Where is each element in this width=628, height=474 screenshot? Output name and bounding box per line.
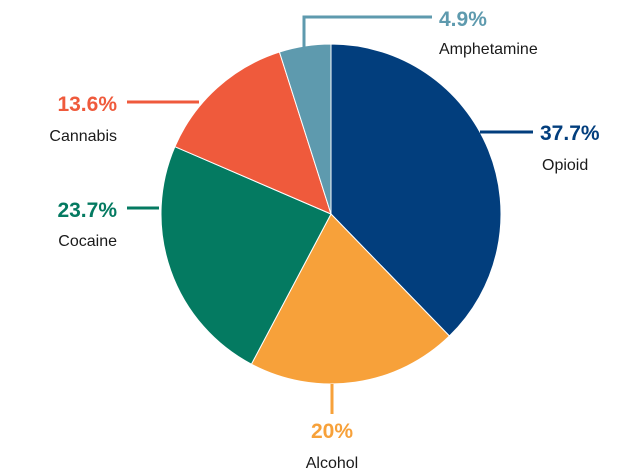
- alcohol-name-label: Alcohol: [306, 455, 358, 472]
- cannabis-percent-label: 13.6%: [57, 93, 117, 116]
- alcohol-percent-label: 20%: [311, 420, 353, 443]
- amphetamine-leader-line: [302, 15, 432, 47]
- pie-slices: [160, 43, 502, 385]
- leader-lines: [127, 15, 533, 414]
- opioid-slice: [330, 43, 502, 337]
- cocaine-percent-label: 23.7%: [57, 199, 117, 222]
- opioid-name-label: Opioid: [542, 157, 588, 174]
- cocaine-slice: [160, 146, 332, 365]
- amphetamine-name-label: Amphetamine: [439, 41, 538, 58]
- cocaine-name-label: Cocaine: [58, 233, 117, 250]
- opioid-percent-label: 37.7%: [540, 122, 600, 145]
- cannabis-name-label: Cannabis: [49, 128, 117, 145]
- alcohol-slice: [250, 213, 451, 385]
- amphetamine-percent-label: 4.9%: [439, 8, 487, 31]
